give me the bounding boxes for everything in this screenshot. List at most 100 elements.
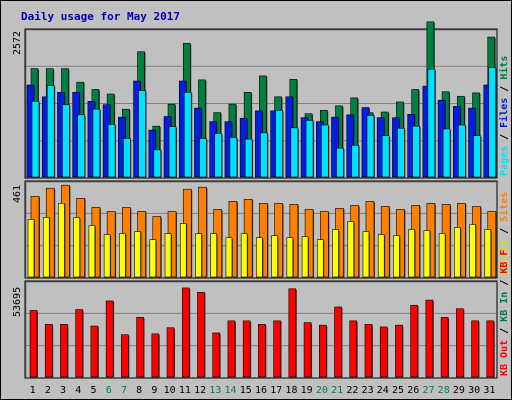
kb-out-bar <box>136 317 144 378</box>
kb-out-bar <box>303 322 312 378</box>
legend-entry: Sites <box>498 192 510 222</box>
pages-bar <box>92 108 101 178</box>
visits-bar <box>103 234 111 278</box>
legend-bottom: KB Out / KB In / KB F <box>499 250 510 376</box>
kb-out-bar <box>151 333 160 378</box>
x-tick-label: 18 <box>285 385 297 396</box>
pages-bar <box>46 85 55 178</box>
legend-entry: KB Out <box>499 340 510 376</box>
kb-out-bar <box>29 310 38 378</box>
kb-out-bar <box>425 299 434 378</box>
pages-bar <box>397 128 405 178</box>
pages-bar <box>77 114 85 178</box>
legend-entry: Visits <box>498 240 510 276</box>
legend-top: Pages / Files / Hits <box>498 56 510 176</box>
x-tick-label: 29 <box>453 385 465 396</box>
visits-bar <box>316 239 324 278</box>
x-tick-label: 5 <box>91 385 97 396</box>
kb-out-bar <box>318 324 327 378</box>
kb-out-bar <box>197 291 205 378</box>
pages-bar <box>305 120 314 178</box>
legend-entry: / <box>499 80 510 98</box>
visits-bar <box>134 231 141 278</box>
kb-out-bar <box>60 324 68 378</box>
visits-bar <box>423 230 431 278</box>
visits-bar <box>301 236 309 278</box>
kb-out-bar <box>288 288 297 378</box>
x-tick-label: 16 <box>255 385 267 396</box>
visits-bar <box>469 224 476 278</box>
visits-bar <box>286 237 294 278</box>
kb-out-bar <box>242 320 251 378</box>
legend-middle: Visits / Sites <box>498 192 510 276</box>
legend-entry: Hits <box>498 56 510 80</box>
pages-bar <box>275 110 283 178</box>
kb-out-bar <box>364 324 373 378</box>
x-tick-label: 19 <box>301 385 313 396</box>
visits-bar <box>88 225 96 278</box>
kb-out-bar <box>273 320 281 378</box>
kb-out-bar <box>90 325 99 378</box>
x-tick-label: 9 <box>151 385 157 396</box>
x-tick-label: 24 <box>377 385 389 396</box>
x-tick-label: 12 <box>194 385 206 396</box>
visits-bar <box>256 237 263 278</box>
pages-bar <box>320 124 329 178</box>
pages-bar <box>107 124 116 178</box>
pages-bar <box>244 138 253 178</box>
x-tick-label: 1 <box>30 385 36 396</box>
legend-entry: / <box>499 128 510 146</box>
x-tick-label: 11 <box>179 385 191 396</box>
visits-bar <box>408 229 415 278</box>
pages-bar <box>138 90 146 178</box>
kb-out-bar <box>456 308 464 378</box>
pages-bar <box>168 126 177 178</box>
pages-bar <box>229 137 238 178</box>
bottom-ymax-label: 53695 <box>12 287 23 317</box>
x-tick-label: 3 <box>60 385 66 396</box>
x-tick-label: 6 <box>106 385 112 396</box>
pages-bar <box>442 128 451 178</box>
visits-bar <box>164 233 172 278</box>
legend-entry: / <box>499 322 510 340</box>
visits-bar <box>149 239 157 278</box>
visits-bar <box>240 233 248 278</box>
x-tick-label: 17 <box>270 385 282 396</box>
pages-bar <box>366 115 375 178</box>
visits-bar <box>362 231 370 278</box>
visits-bar <box>377 234 385 278</box>
kb-out-bar <box>349 320 358 378</box>
pages-bar <box>488 67 497 178</box>
legend-entry: / <box>499 222 510 240</box>
legend-entry: Pages <box>499 146 510 176</box>
kb-out-bar <box>121 334 129 378</box>
kb-out-bar <box>258 324 266 378</box>
visits-bar <box>438 233 446 278</box>
top-ymax-label: 2572 <box>12 31 23 55</box>
kb-out-bar <box>440 317 449 378</box>
pages-bar <box>336 147 344 178</box>
x-tick-label: 14 <box>225 385 237 396</box>
pages-bar <box>183 92 192 178</box>
x-tick-label: 13 <box>209 385 221 396</box>
visits-bar <box>179 223 187 278</box>
kb-out-bar <box>227 320 236 378</box>
kb-out-bar <box>334 306 342 378</box>
legend-entry: / <box>499 274 510 292</box>
pages-bar <box>412 125 420 178</box>
visits-bar <box>73 217 80 278</box>
kb-out-bar <box>181 287 190 378</box>
chart-title: Daily usage for May 2017 <box>21 10 180 23</box>
pages-bar <box>458 124 466 178</box>
pages-bar <box>427 68 436 178</box>
x-tick-label: 10 <box>164 385 176 396</box>
x-tick-label: 27 <box>422 385 434 396</box>
pages-bar <box>381 135 390 178</box>
x-tick-label: 21 <box>331 385 343 396</box>
kb-out-bar <box>395 324 403 378</box>
kb-out-bar <box>486 320 495 378</box>
visits-bar <box>27 219 35 278</box>
x-tick-label: 25 <box>392 385 404 396</box>
visits-bar <box>42 217 50 278</box>
